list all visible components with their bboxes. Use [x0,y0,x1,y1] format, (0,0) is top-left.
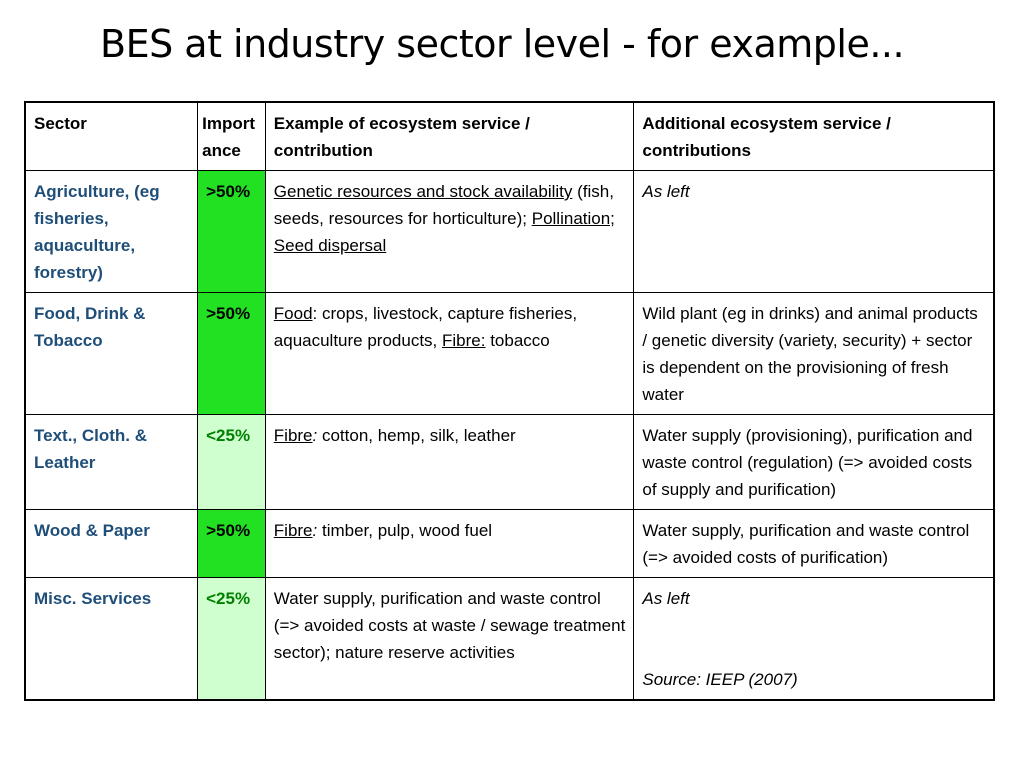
example-cell: Genetic resources and stock availability… [264,170,635,293]
source-citation: Source: IEEP (2007) [642,670,798,689]
slide-title: BES at industry sector level - for examp… [100,22,905,66]
example-cell: Water supply, purification and waste con… [264,577,635,701]
additional-cell: Water supply (provisioning), purificatio… [633,414,995,510]
sector-cell: Wood & Paper [24,509,199,578]
sector-cell: Food, Drink & Tobacco [24,292,199,415]
bes-sector-table: Sector Import ance Example of ecosystem … [24,101,995,701]
sector-cell: Agriculture, (eg fisheries, aquaculture,… [24,170,199,293]
importance-cell: >50% [197,292,266,415]
table-row: Agriculture, (eg fisheries, aquaculture,… [24,170,995,293]
additional-text: As left [642,589,690,608]
example-underlined-text: Genetic resources and stock availability [273,182,573,201]
example-underlined-text: Food [273,304,313,323]
header-importance: Import ance [197,101,266,171]
example-text: cotton, hemp, silk, leather [317,426,516,445]
example-underlined-text: Fibre [273,521,313,540]
example-text: timber, pulp, wood fuel [317,521,493,540]
sector-cell: Misc. Services [24,577,199,701]
table-row: Text., Cloth. & Leather <25% Fibre: cott… [24,414,995,510]
table-row: Food, Drink & Tobacco >50% Food: crops, … [24,292,995,415]
example-cell: Food: crops, livestock, capture fisherie… [264,292,635,415]
header-example: Example of ecosystem service / contribut… [264,101,635,171]
example-underlined-text: Fibre [273,426,313,445]
header-sector: Sector [24,101,199,171]
example-text: : crops, livestock, capture fisheries, a… [273,304,578,350]
table-row: Wood & Paper >50% Fibre: timber, pulp, w… [24,509,995,578]
importance-value: <25% [206,589,251,608]
example-underlined-text: Pollination; Seed dispersal [273,209,615,255]
example-italic-text: : [312,521,318,540]
additional-cell: As left [633,170,995,293]
example-cell: Fibre: timber, pulp, wood fuel [264,509,635,578]
example-italic-text: : [312,426,318,445]
importance-cell: >50% [197,170,266,293]
example-underlined-text: Fibre: [442,331,486,350]
example-cell: Fibre: cotton, hemp, silk, leather [264,414,635,510]
additional-cell: Water supply, purification and waste con… [633,509,995,578]
example-text: tobacco [485,331,550,350]
header-additional: Additional ecosystem service / contribut… [633,101,995,171]
table-header-row: Sector Import ance Example of ecosystem … [24,101,995,171]
importance-cell: >50% [197,509,266,578]
additional-cell: As left Source: IEEP (2007) [633,577,995,701]
importance-value: <25% [206,426,251,445]
table-row: Misc. Services <25% Water supply, purifi… [24,577,995,701]
example-text: (fish, seeds, resources for horticulture… [273,182,614,228]
additional-cell: Wild plant (eg in drinks) and animal pro… [633,292,995,415]
importance-cell: <25% [197,414,266,510]
sector-cell: Text., Cloth. & Leather [24,414,199,510]
importance-cell: <25% [197,577,266,701]
